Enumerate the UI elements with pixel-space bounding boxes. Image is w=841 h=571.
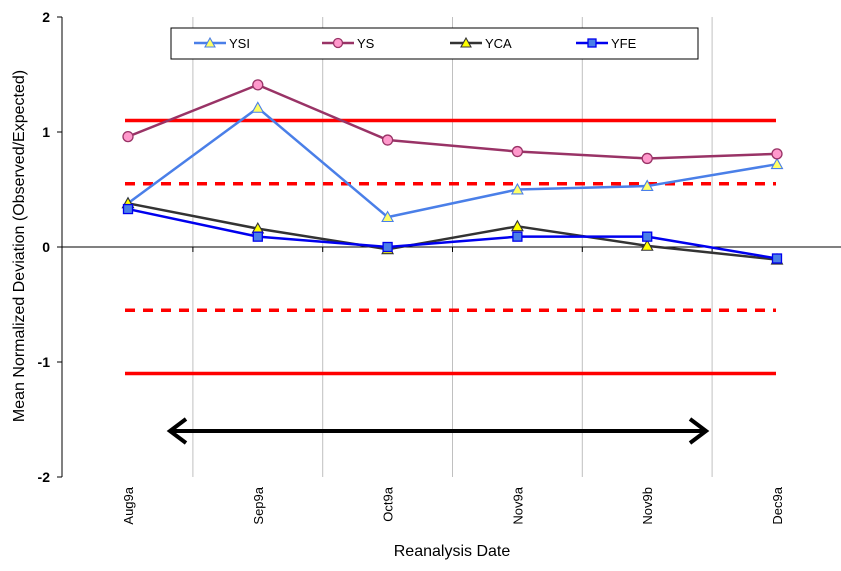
y-tick-label: -1 (38, 354, 51, 370)
series-yfe (122, 203, 783, 264)
legend-label: YFE (611, 36, 637, 51)
y-tick-label: 2 (42, 9, 50, 25)
data-point (640, 239, 654, 251)
data-point (381, 134, 394, 146)
arrow-head-left (166, 417, 188, 445)
legend-label: YS (357, 36, 375, 51)
data-point (251, 101, 265, 113)
data-point (382, 241, 393, 253)
x-tick-label: Nov9a (510, 486, 525, 524)
series-line (127, 83, 778, 160)
data-point (771, 253, 783, 264)
legend-label: YCA (485, 36, 512, 51)
x-tick-label: Nov9b (640, 487, 655, 525)
data-point (510, 182, 524, 195)
data-point (641, 152, 653, 165)
y-tick-label: -2 (38, 469, 51, 485)
legend-marker (204, 36, 216, 48)
x-tick-label: Aug9a (121, 486, 136, 524)
legend-marker (587, 38, 597, 48)
legend-item-ys: YS (322, 36, 375, 51)
legend-marker (332, 37, 344, 49)
y-tick-label: 1 (42, 124, 50, 140)
data-point (770, 157, 784, 170)
axes-layer (57, 16, 841, 478)
legend-label: YSI (229, 36, 250, 51)
x-tick-label: Dec9a (770, 486, 785, 524)
series-line (127, 202, 778, 261)
data-point (122, 203, 134, 215)
legend: YSI YS YCA YFE (170, 27, 699, 60)
x-tick-label: Sep9a (251, 486, 266, 524)
series-line (127, 207, 778, 260)
data-point (511, 145, 524, 158)
data-point (771, 148, 783, 160)
data-point (510, 219, 524, 232)
y-axis-title: Mean Normalized Deviation (Observed/Expe… (11, 70, 28, 422)
x-tick-label: Oct9a (381, 486, 396, 521)
y-tick-label: 0 (42, 239, 50, 255)
x-axis-title: Reanalysis Date (394, 543, 511, 560)
data-point (122, 130, 134, 143)
arrow-head-right (688, 417, 710, 445)
data-point (252, 79, 264, 91)
arrow-layer (166, 417, 710, 445)
series-ys (122, 79, 783, 165)
legend-item-yfe: YFE (576, 36, 637, 51)
data-point (640, 179, 654, 191)
data-point (512, 231, 523, 242)
data-point (642, 231, 653, 242)
labels-layer: -2 -1 0 1 2 Aug9a Sep9a Oct9a Nov9a Nov9b Dec9a (38, 9, 785, 525)
legend-item-yca: YCA (450, 36, 512, 51)
legend-box (170, 27, 699, 60)
series-layer (121, 79, 784, 265)
series-line (127, 106, 778, 219)
legend-marker (460, 36, 472, 48)
legend-item-ysi: YSI (194, 36, 250, 51)
data-point (381, 210, 395, 223)
data-point (252, 231, 263, 242)
